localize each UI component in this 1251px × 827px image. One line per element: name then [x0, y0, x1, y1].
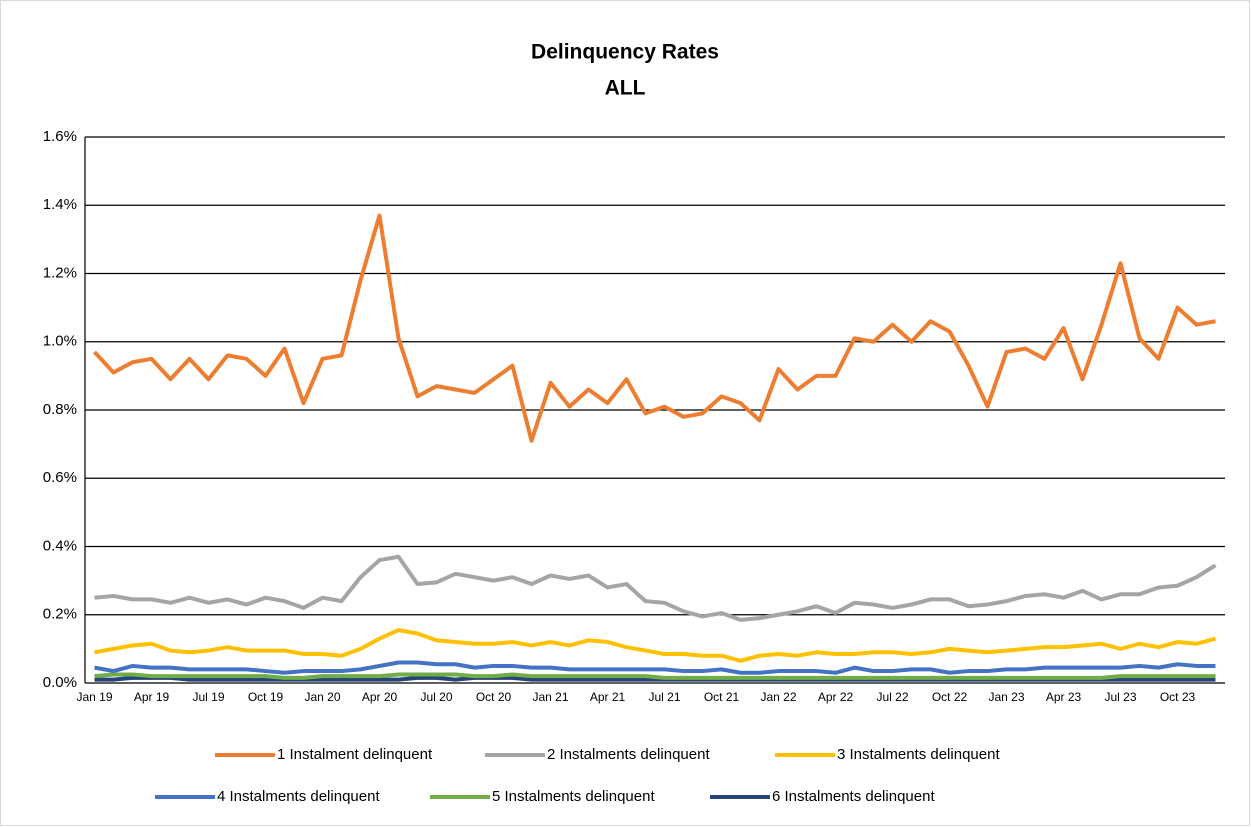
x-tick-label: Apr 23 — [1046, 690, 1082, 704]
x-tick-label: Oct 22 — [932, 690, 968, 704]
y-tick-label: 0.0% — [43, 674, 77, 691]
x-tick-label: Apr 20 — [362, 690, 398, 704]
y-tick-label: 1.6% — [43, 128, 77, 145]
x-tick-label: Oct 20 — [476, 690, 512, 704]
x-tick-label: Jan 20 — [304, 690, 340, 704]
x-tick-label: Jul 22 — [876, 690, 908, 704]
y-tick-label: 1.0% — [43, 333, 77, 350]
x-tick-label: Oct 21 — [704, 690, 740, 704]
y-tick-label: 0.6% — [43, 469, 77, 486]
y-tick-label: 0.2% — [43, 606, 77, 623]
chart-title: Delinquency Rates — [531, 41, 719, 64]
series-line — [94, 672, 1216, 680]
y-tick-label: 1.2% — [43, 264, 77, 281]
legend-label: 3 Instalments delinquent — [837, 746, 1000, 763]
y-tick-label: 0.4% — [43, 537, 77, 554]
x-tick-label: Jul 23 — [1104, 690, 1136, 704]
x-tick-label: Oct 19 — [248, 690, 284, 704]
x-tick-label: Jan 21 — [532, 690, 568, 704]
series-line — [94, 660, 1216, 675]
x-tick-label: Jul 20 — [420, 690, 452, 704]
y-tick-label: 1.4% — [43, 196, 77, 213]
legend-label: 4 Instalments delinquent — [217, 788, 380, 805]
x-tick-label: Apr 21 — [590, 690, 626, 704]
x-tick-label: Apr 19 — [134, 690, 170, 704]
x-tick-label: Jan 22 — [760, 690, 796, 704]
legend-label: 6 Instalments delinquent — [772, 788, 935, 805]
x-tick-label: Oct 23 — [1160, 690, 1196, 704]
legend-label: 5 Instalments delinquent — [492, 788, 655, 805]
legend-label: 1 Instalment delinquent — [277, 746, 433, 763]
series-line — [93, 213, 1216, 443]
legend-label: 2 Instalments delinquent — [547, 746, 710, 763]
series-line — [94, 628, 1217, 663]
x-tick-label: Apr 22 — [818, 690, 854, 704]
y-tick-label: 0.8% — [43, 401, 77, 418]
chart-subtitle: ALL — [605, 77, 646, 100]
x-tick-label: Jul 19 — [192, 690, 224, 704]
x-tick-label: Jan 23 — [988, 690, 1024, 704]
series-line — [94, 554, 1217, 622]
x-tick-label: Jul 21 — [648, 690, 680, 704]
x-tick-label: Jan 19 — [76, 690, 112, 704]
